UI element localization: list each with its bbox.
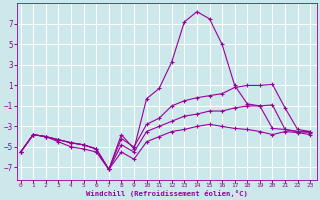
X-axis label: Windchill (Refroidissement éolien,°C): Windchill (Refroidissement éolien,°C) — [86, 190, 248, 197]
